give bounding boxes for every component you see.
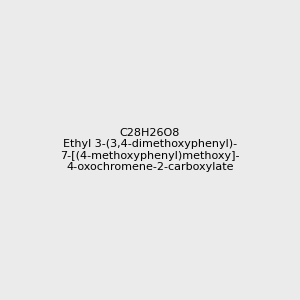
- Text: C28H26O8
Ethyl 3-(3,4-dimethoxyphenyl)-
7-[(4-methoxyphenyl)methoxy]-
4-oxochrom: C28H26O8 Ethyl 3-(3,4-dimethoxyphenyl)- …: [60, 128, 240, 172]
